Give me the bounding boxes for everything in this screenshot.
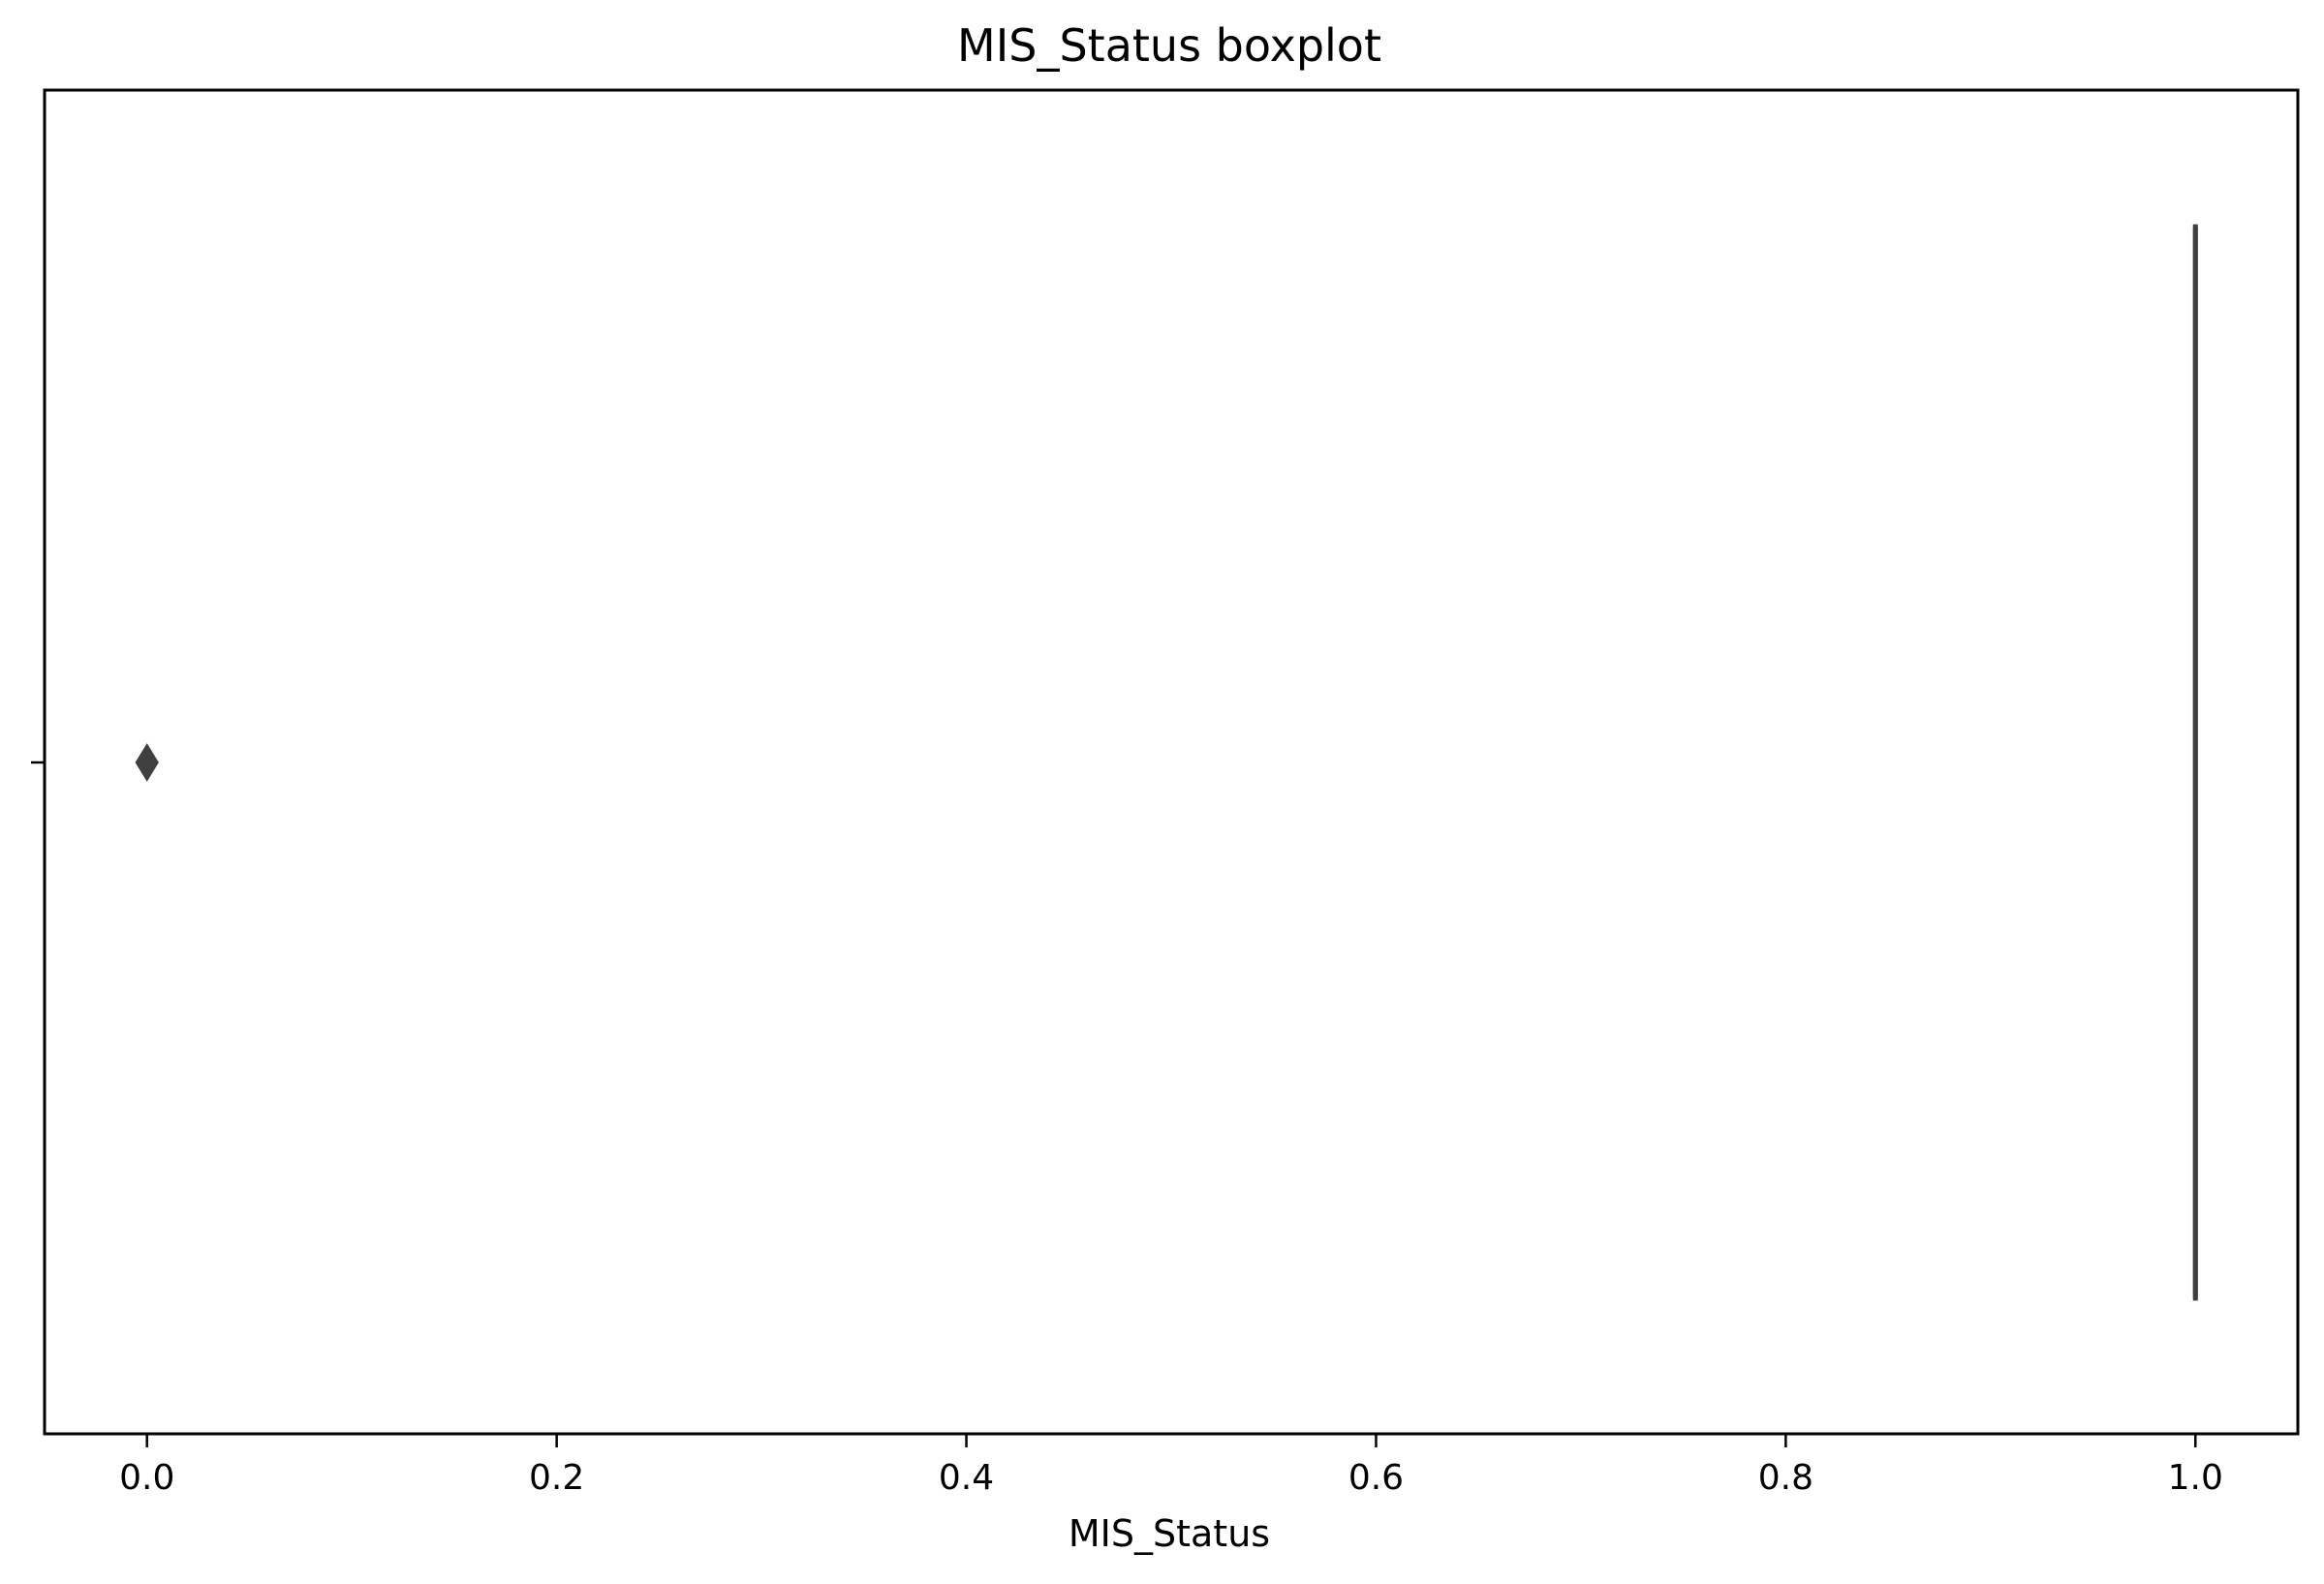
boxplot-marks: [135, 224, 2198, 1301]
x-tick-label: 0.4: [939, 1458, 994, 1498]
outlier-point: [135, 743, 159, 782]
x-tick-label: 1.0: [2168, 1458, 2223, 1498]
x-tick-label: 0.6: [1348, 1458, 1404, 1498]
x-tick-label: 0.2: [529, 1458, 584, 1498]
x-axis-label: MIS_Status: [1069, 1512, 1270, 1555]
x-tick-label: 0.0: [119, 1458, 174, 1498]
x-tick-label: 0.8: [1758, 1458, 1813, 1498]
x-axis-ticks: 0.0 0.2 0.4 0.6 0.8 1.0: [119, 1434, 2223, 1498]
chart-title: MIS_Status boxplot: [957, 19, 1381, 72]
